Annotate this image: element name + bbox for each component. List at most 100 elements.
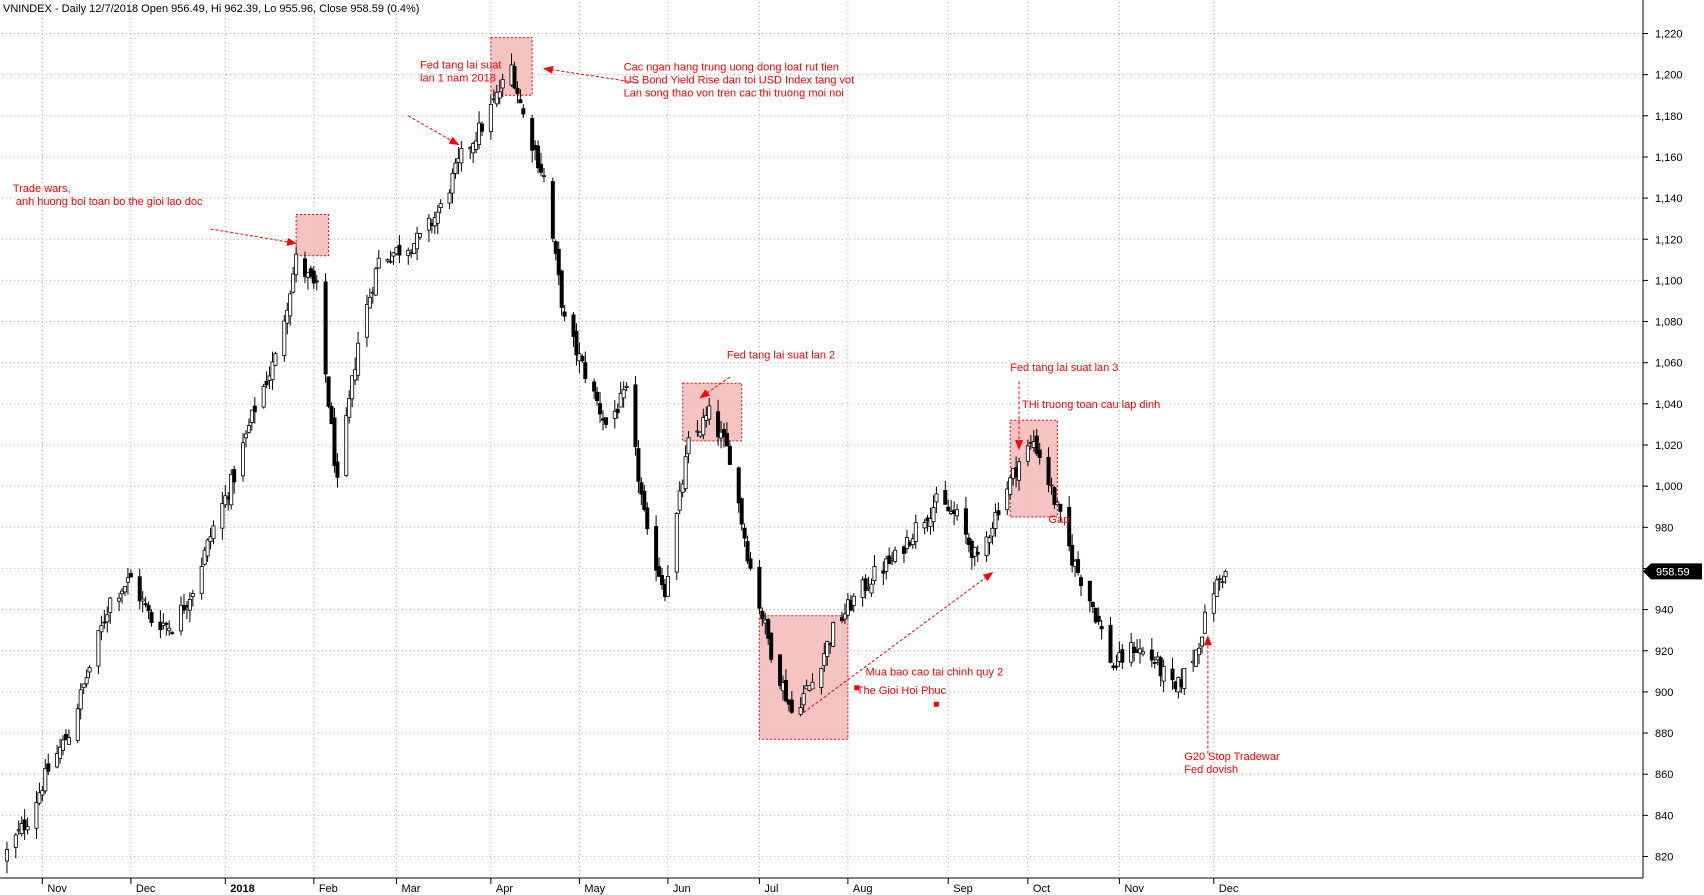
candle-body: [241, 442, 246, 477]
annotation-text: Gap: [1049, 514, 1070, 526]
candle: [639, 477, 644, 506]
candle: [385, 258, 390, 264]
candle: [574, 323, 579, 366]
x-tick-label: Nov: [47, 883, 67, 895]
candle: [1076, 551, 1081, 576]
candle: [887, 547, 892, 565]
candle: [66, 729, 71, 745]
candle: [798, 697, 803, 717]
candle: [1079, 574, 1084, 597]
candle-body: [913, 522, 918, 542]
candle-body: [128, 572, 133, 578]
candle: [108, 596, 113, 624]
candle: [990, 521, 995, 545]
candle: [137, 568, 142, 610]
candle-body: [418, 233, 423, 238]
candle: [497, 80, 502, 105]
candle-body: [190, 593, 195, 597]
y-tick-label: 880: [1655, 728, 1673, 740]
candle-body: [459, 147, 464, 164]
candle: [78, 683, 83, 720]
candle-body: [229, 474, 234, 506]
candle: [46, 753, 51, 776]
candle-body: [367, 296, 372, 309]
y-tick-label: 1,100: [1655, 275, 1683, 287]
candle: [946, 499, 951, 512]
annotation-text: Mua bao cao tai chinh quy 2: [866, 666, 1004, 678]
candle: [724, 422, 729, 447]
candle: [143, 596, 148, 608]
candle: [760, 607, 765, 627]
candle-body: [84, 677, 89, 685]
candle-body: [624, 386, 629, 388]
candle-body: [760, 610, 765, 620]
candle-body: [450, 172, 455, 194]
candle-body: [149, 611, 154, 623]
candle: [261, 383, 266, 409]
candle: [742, 523, 747, 547]
candle: [285, 302, 290, 335]
candle-body: [562, 311, 567, 317]
candle: [922, 519, 927, 535]
annotation-text: THi truong toan cau lap dinh: [1022, 399, 1160, 411]
candle: [884, 556, 889, 580]
annotation-arrow: [803, 571, 994, 713]
candle-body: [1087, 580, 1092, 602]
x-tick-label: Apr: [496, 883, 513, 895]
candle: [707, 398, 712, 426]
annotation-arrow: [699, 376, 731, 399]
candle-body: [1202, 611, 1207, 634]
candle: [657, 557, 662, 578]
candle: [801, 685, 806, 713]
candle-body: [261, 385, 266, 408]
candle: [739, 497, 744, 531]
candle: [128, 569, 133, 578]
candle: [1194, 649, 1199, 668]
candle-body: [851, 595, 856, 606]
candle: [294, 246, 299, 283]
candle: [825, 640, 830, 666]
candle-body: [595, 391, 600, 402]
y-tick-label: 1,220: [1655, 29, 1683, 41]
candle: [418, 232, 423, 240]
candle: [246, 418, 251, 434]
candle-body: [1140, 651, 1145, 655]
y-tick-label: 860: [1655, 769, 1673, 781]
candle-body: [1182, 667, 1187, 689]
candle-body: [205, 539, 210, 557]
candle: [541, 167, 546, 183]
x-tick-label: Mar: [401, 883, 420, 895]
candle-body: [1025, 445, 1030, 462]
candle-body: [373, 268, 378, 296]
candle-body: [344, 415, 349, 476]
candle-body: [58, 746, 63, 759]
candle: [459, 141, 464, 172]
candle: [642, 484, 647, 512]
candle-body: [512, 66, 517, 89]
candle-body: [1114, 665, 1119, 668]
candle: [769, 632, 774, 663]
candle: [167, 620, 172, 636]
candle-body: [618, 392, 623, 408]
candle: [282, 315, 287, 362]
candle: [223, 484, 228, 509]
candle: [326, 376, 331, 409]
candle: [117, 592, 122, 612]
candle: [356, 331, 361, 381]
candle: [500, 73, 505, 98]
candle-body: [232, 469, 237, 483]
candle-body: [105, 614, 110, 623]
candle: [406, 247, 411, 265]
candle: [1223, 569, 1228, 584]
annotation-marker: [854, 685, 860, 691]
candle-body: [314, 280, 319, 283]
candle-body: [282, 320, 287, 356]
x-tick-label: Nov: [1124, 883, 1144, 895]
candle: [43, 759, 48, 794]
candle: [881, 561, 886, 586]
candle-body: [40, 790, 45, 796]
candle: [736, 466, 741, 513]
candle: [435, 205, 440, 235]
candle: [521, 104, 526, 119]
candle: [1161, 659, 1166, 693]
